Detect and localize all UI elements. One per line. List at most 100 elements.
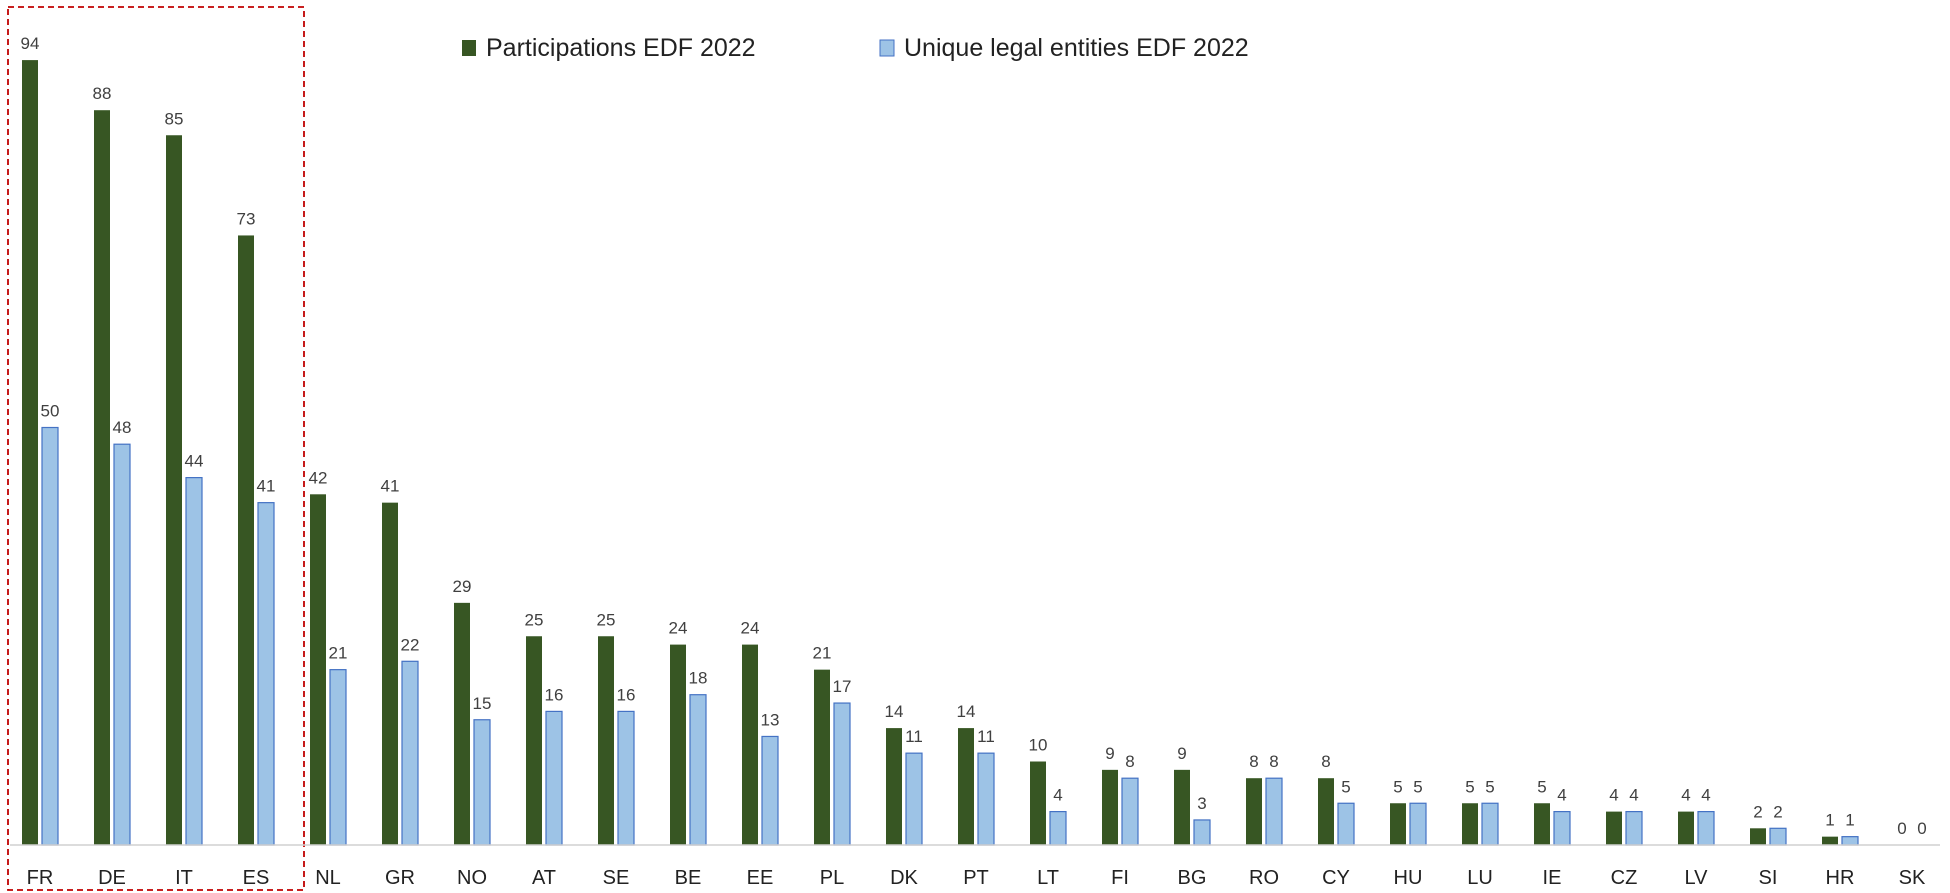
- label-unique-entities-de: 48: [113, 418, 132, 437]
- label-participations-ee: 24: [741, 619, 760, 638]
- bar-unique-entities-pt: [977, 752, 995, 846]
- label-unique-entities-cy: 5: [1341, 777, 1350, 796]
- x-tick-gr: GR: [385, 867, 415, 889]
- x-tick-sk: SK: [1899, 867, 1926, 889]
- bar-participations-fr: [22, 60, 38, 846]
- label-participations-dk: 14: [885, 702, 904, 721]
- label-participations-hr: 1: [1825, 811, 1834, 830]
- label-unique-entities-hu: 5: [1413, 777, 1422, 796]
- bar-participations-ro: [1246, 778, 1262, 845]
- bar-participations-lt: [1030, 761, 1046, 845]
- x-tick-pl: PL: [820, 867, 844, 889]
- legend: Participations EDF 2022 Unique legal enti…: [462, 34, 1249, 62]
- bar-unique-entities-nl: [329, 669, 347, 846]
- x-tick-es: ES: [243, 867, 270, 889]
- bar-participations-ie: [1534, 803, 1550, 845]
- x-tick-fr: FR: [27, 867, 54, 889]
- bar-unique-entities-pl: [833, 702, 851, 846]
- bar-unique-entities-si: [1769, 827, 1787, 846]
- bar-unique-entities-lu: [1481, 802, 1499, 846]
- bar-participations-hu: [1390, 803, 1406, 845]
- label-unique-entities-dk: 11: [905, 727, 923, 746]
- label-participations-bg: 9: [1177, 744, 1186, 763]
- bar-participations-dk: [886, 728, 902, 845]
- label-unique-entities-lv: 4: [1701, 786, 1710, 805]
- label-unique-entities-at: 16: [545, 685, 564, 704]
- label-participations-lu: 5: [1465, 777, 1474, 796]
- label-participations-cz: 4: [1609, 786, 1618, 805]
- bars-group: [22, 60, 1859, 846]
- label-participations-fi: 9: [1105, 744, 1114, 763]
- x-tick-it: IT: [175, 867, 193, 889]
- x-tick-ee: EE: [747, 867, 774, 889]
- bar-unique-entities-cy: [1337, 802, 1355, 846]
- bar-unique-entities-at: [545, 710, 563, 846]
- label-unique-entities-ie: 4: [1557, 786, 1566, 805]
- label-unique-entities-it: 44: [185, 452, 204, 471]
- x-tick-ro: RO: [1249, 867, 1279, 889]
- label-participations-lt: 10: [1029, 736, 1048, 755]
- x-tick-cz: CZ: [1611, 867, 1638, 889]
- x-tick-si: SI: [1759, 867, 1778, 889]
- bar-participations-pt: [958, 728, 974, 845]
- bar-unique-entities-hr: [1841, 836, 1859, 846]
- label-participations-be: 24: [669, 619, 688, 638]
- label-participations-se: 25: [597, 610, 616, 629]
- label-unique-entities-si: 2: [1773, 802, 1782, 821]
- bar-participations-cz: [1606, 811, 1622, 845]
- bar-participations-it: [166, 135, 182, 845]
- bar-participations-no: [454, 602, 470, 845]
- bar-unique-entities-it: [185, 477, 203, 846]
- label-participations-nl: 42: [309, 468, 328, 487]
- label-participations-it: 85: [165, 109, 184, 128]
- bar-participations-pl: [814, 669, 830, 845]
- label-unique-entities-fi: 8: [1125, 752, 1134, 771]
- label-unique-entities-gr: 22: [401, 635, 420, 654]
- label-unique-entities-bg: 3: [1197, 794, 1206, 813]
- bar-unique-entities-de: [113, 443, 131, 846]
- bar-unique-entities-ee: [761, 735, 779, 846]
- label-participations-no: 29: [453, 577, 472, 596]
- label-unique-entities-lu: 5: [1485, 777, 1494, 796]
- label-unique-entities-nl: 21: [329, 644, 348, 663]
- label-participations-es: 73: [237, 209, 256, 228]
- x-tick-bg: BG: [1178, 867, 1207, 889]
- legend-label-1: Unique legal entities EDF 2022: [904, 34, 1249, 62]
- label-unique-entities-hr: 1: [1845, 811, 1854, 830]
- x-tick-se: SE: [603, 867, 630, 889]
- bar-participations-bg: [1174, 769, 1190, 845]
- label-participations-gr: 41: [381, 477, 400, 496]
- bar-participations-gr: [382, 502, 398, 845]
- x-tick-lt: LT: [1037, 867, 1059, 889]
- x-tick-labels-group: FR DE IT ES NL GR NO AT SE BE EE PL DK PT LT FI BG RO CY HU…: [27, 867, 1926, 889]
- bar-unique-entities-ie: [1553, 810, 1571, 846]
- bar-unique-entities-es: [257, 502, 275, 846]
- bar-participations-at: [526, 636, 542, 845]
- bar-unique-entities-no: [473, 719, 491, 846]
- legend-swatch-0: [462, 40, 476, 56]
- bar-participations-se: [598, 636, 614, 845]
- bar-participations-nl: [310, 494, 326, 845]
- label-unique-entities-se: 16: [617, 685, 636, 704]
- bar-participations-cy: [1318, 778, 1334, 845]
- label-unique-entities-no: 15: [473, 694, 492, 713]
- label-participations-si: 2: [1753, 802, 1762, 821]
- x-tick-hu: HU: [1394, 867, 1423, 889]
- label-unique-entities-cz: 4: [1629, 786, 1638, 805]
- bar-unique-entities-dk: [905, 752, 923, 846]
- bar-participations-hr: [1822, 836, 1838, 845]
- label-participations-de: 88: [93, 84, 112, 103]
- bar-participations-es: [238, 235, 254, 845]
- x-tick-dk: DK: [890, 867, 918, 889]
- bar-participations-de: [94, 110, 110, 845]
- x-tick-lv: LV: [1685, 867, 1709, 889]
- bar-unique-entities-hu: [1409, 802, 1427, 846]
- bar-unique-entities-fr: [41, 426, 59, 846]
- label-unique-entities-be: 18: [689, 669, 708, 688]
- label-participations-cy: 8: [1321, 752, 1330, 771]
- x-tick-de: DE: [98, 867, 126, 889]
- label-participations-fr: 94: [21, 34, 40, 53]
- bar-participations-ee: [742, 644, 758, 845]
